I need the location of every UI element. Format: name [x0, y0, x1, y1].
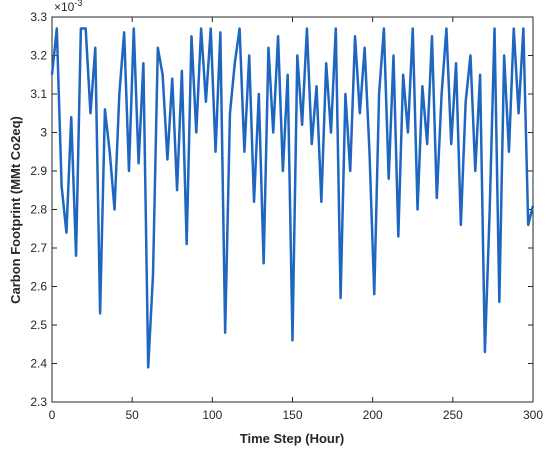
- y-tick-label: 3.2: [30, 49, 47, 63]
- x-tick-label: 50: [125, 408, 139, 422]
- x-tick-label: 100: [202, 408, 222, 422]
- y-tick-label: 3.3: [30, 10, 47, 24]
- y-tick-label: 2.3: [30, 395, 47, 409]
- y-tick-label: 2.6: [30, 280, 47, 294]
- multiplier-power: -3: [74, 0, 82, 8]
- y-tick-label: 2.7: [30, 241, 47, 255]
- y-multiplier: ×10-3: [54, 0, 82, 14]
- y-axis-label: Carbon Footprint (MMt Co2eq): [8, 116, 23, 304]
- y-tick-label: 3: [40, 126, 47, 140]
- y-tick-label: 2.8: [30, 203, 47, 217]
- x-axis-label: Time Step (Hour): [240, 431, 345, 446]
- x-tick-label: 0: [49, 408, 56, 422]
- y-tick-label: 2.5: [30, 318, 47, 332]
- x-tick-label: 250: [443, 408, 463, 422]
- data-line: [50, 27, 535, 369]
- y-tick-label: 2.9: [30, 164, 47, 178]
- x-tick-label: 300: [523, 408, 543, 422]
- y-tick-label: 3.1: [30, 87, 47, 101]
- x-tick-label: 150: [282, 408, 302, 422]
- y-tick-label: 2.4: [30, 357, 47, 371]
- x-tick-label: 200: [363, 408, 383, 422]
- multiplier-base: ×10: [54, 0, 75, 14]
